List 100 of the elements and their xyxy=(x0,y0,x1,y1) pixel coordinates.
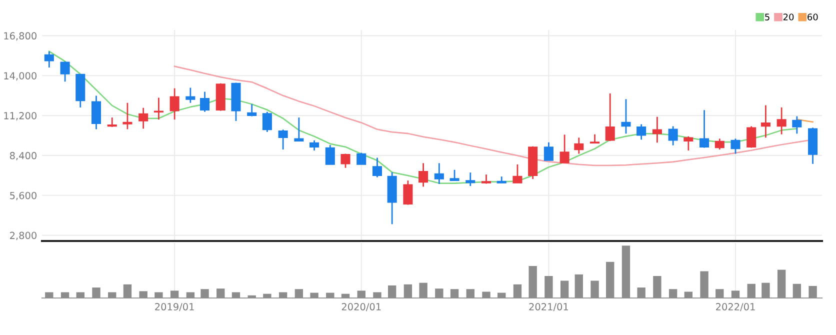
bar xyxy=(606,262,614,298)
candlestick xyxy=(574,136,584,154)
candlestick xyxy=(122,102,132,130)
candlestick xyxy=(44,50,54,68)
bar xyxy=(747,284,756,298)
candlestick xyxy=(636,124,646,140)
bar xyxy=(574,274,583,298)
candlestick xyxy=(278,128,288,150)
bar xyxy=(435,288,444,298)
candlestick xyxy=(776,106,786,136)
legend-label: 5 xyxy=(765,14,770,20)
candlestick xyxy=(434,162,444,185)
candlestick xyxy=(310,140,320,152)
bar xyxy=(186,292,195,298)
candlestick xyxy=(403,180,413,206)
bar xyxy=(326,292,334,298)
candlestick xyxy=(340,153,350,169)
bar xyxy=(123,284,132,298)
x-tick-label: 2021/01 xyxy=(529,303,568,312)
bar xyxy=(450,289,459,298)
bar xyxy=(653,276,662,298)
bar xyxy=(108,292,116,298)
bar xyxy=(544,276,553,298)
candlestick xyxy=(668,126,678,146)
bar xyxy=(139,291,148,298)
candlestick xyxy=(247,103,257,117)
candlestick xyxy=(138,107,148,130)
bar xyxy=(404,284,412,298)
candlestick xyxy=(154,97,164,120)
candlestick xyxy=(450,169,460,182)
bar xyxy=(154,292,163,298)
bar xyxy=(716,289,724,298)
candlestick xyxy=(372,157,382,178)
bar xyxy=(388,285,396,298)
bar xyxy=(373,292,382,298)
bar xyxy=(762,282,770,298)
candlestick xyxy=(684,136,694,152)
candlestick xyxy=(714,138,724,150)
legend-label: 60 xyxy=(808,14,818,20)
bar xyxy=(170,290,179,298)
bar xyxy=(232,292,240,298)
bar xyxy=(731,290,740,298)
candlestick xyxy=(200,91,210,113)
candlestick xyxy=(621,98,631,134)
candlestick xyxy=(760,104,770,138)
bar xyxy=(528,266,537,298)
candlestick xyxy=(325,144,335,166)
x-tick-label: 2019/01 xyxy=(155,303,194,312)
candlestick xyxy=(418,162,428,188)
bar xyxy=(294,289,304,298)
y-tick-label: 14,000 xyxy=(4,72,36,80)
bar xyxy=(357,290,366,298)
candlestick xyxy=(792,116,802,134)
y-tick-label: 2,800 xyxy=(10,232,36,240)
candlestick xyxy=(91,95,102,130)
candlestick xyxy=(262,111,272,133)
candlestick xyxy=(294,116,304,142)
bar xyxy=(792,284,802,298)
y-tick-label: 11,200 xyxy=(4,112,36,120)
bar xyxy=(263,294,272,298)
x-tick-label: 2022/01 xyxy=(716,303,755,312)
bar xyxy=(216,288,225,298)
bar xyxy=(92,288,100,298)
candlestick xyxy=(746,126,756,148)
line-series xyxy=(48,50,798,184)
bar xyxy=(808,286,817,298)
bar xyxy=(419,282,428,298)
legend-label: 20 xyxy=(783,14,794,20)
bar xyxy=(248,295,256,298)
candlestick xyxy=(730,138,740,154)
candlestick xyxy=(186,87,196,104)
bar xyxy=(668,289,678,298)
candlestick xyxy=(544,142,554,162)
candlestick xyxy=(356,152,366,166)
candlestick xyxy=(605,92,615,142)
bar xyxy=(498,292,506,298)
bar xyxy=(637,288,646,298)
bar xyxy=(777,270,786,298)
bar xyxy=(482,292,490,298)
candlestick xyxy=(512,164,522,184)
bar xyxy=(590,280,599,298)
bar xyxy=(341,294,350,298)
candlestick xyxy=(107,116,117,128)
y-tick-label: 5,600 xyxy=(10,192,36,200)
y-tick-label: 8,400 xyxy=(10,152,36,160)
bar xyxy=(622,246,630,298)
bar xyxy=(513,284,522,298)
y-tick-label: 16,800 xyxy=(4,32,36,41)
bar xyxy=(466,289,474,298)
candlestick xyxy=(170,88,180,120)
bar xyxy=(310,292,318,298)
bar xyxy=(700,271,708,298)
bar xyxy=(200,289,209,298)
bar xyxy=(45,292,54,298)
candlestick xyxy=(560,134,570,164)
candlestick xyxy=(466,172,476,187)
bar xyxy=(76,292,84,298)
candlestick xyxy=(60,60,70,82)
candlestick xyxy=(700,109,710,148)
bar xyxy=(684,292,693,298)
